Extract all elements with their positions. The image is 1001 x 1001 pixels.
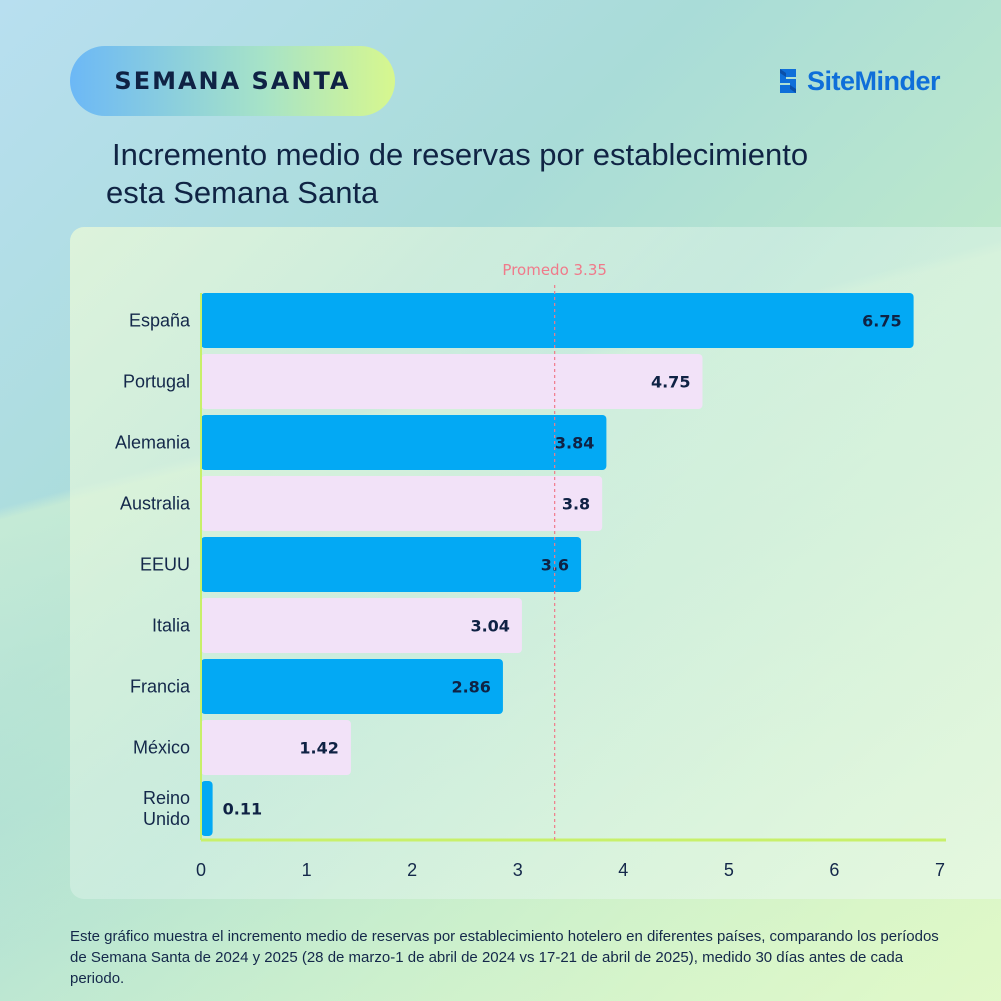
x-tick-label-5: 5	[724, 860, 734, 880]
value-label-8: 0.11	[223, 800, 262, 819]
chart-title: Incremento medio de reservas por estable…	[106, 136, 906, 212]
value-label-6: 2.86	[451, 678, 490, 697]
value-label-4: 3.6	[541, 556, 569, 575]
value-label-7: 1.42	[299, 739, 338, 758]
value-label-3: 3.8	[562, 495, 590, 514]
category-label-7: México	[133, 738, 190, 758]
x-tick-label-0: 0	[196, 860, 206, 880]
value-label-1: 4.75	[651, 373, 690, 392]
category-label-8-0: Reino	[143, 788, 190, 808]
x-tick-label-1: 1	[302, 860, 312, 880]
bar-7	[201, 720, 351, 775]
value-label-5: 3.04	[470, 617, 509, 636]
siteminder-logo-icon	[780, 69, 796, 93]
category-badge: SEMANA SANTA	[70, 46, 395, 116]
x-tick-label-7: 7	[935, 860, 945, 880]
value-label-2: 3.84	[555, 434, 594, 453]
category-label-4: EEUU	[140, 555, 190, 575]
bar-5	[201, 598, 522, 653]
bar-2	[201, 415, 607, 470]
x-tick-label-4: 4	[618, 860, 628, 880]
category-label-2: Alemania	[115, 433, 191, 453]
category-label-6: Francia	[130, 677, 191, 697]
bar-6	[201, 659, 503, 714]
category-label-5: Italia	[152, 616, 191, 636]
bar-3	[201, 476, 603, 531]
category-label-0: España	[129, 311, 191, 331]
chart-title-line-1: Incremento medio de reservas por estable…	[112, 137, 809, 172]
x-tick-label-3: 3	[513, 860, 523, 880]
bar-1	[201, 354, 703, 409]
brand-name: SiteMinder	[807, 65, 941, 96]
average-reference-label: Promedo 3.35	[502, 261, 607, 279]
brand-logo: SiteMinder	[777, 64, 941, 98]
x-tick-label-6: 6	[829, 860, 839, 880]
category-label-3: Australia	[120, 494, 191, 514]
bar-4	[201, 537, 582, 592]
value-label-0: 6.75	[862, 312, 901, 331]
bar-0	[201, 293, 914, 348]
category-badge-label: SEMANA SANTA	[114, 67, 351, 95]
category-label-1: Portugal	[123, 372, 190, 392]
category-label-8-1: Unido	[143, 809, 190, 829]
bar-8	[201, 781, 213, 836]
chart-title-line-2: esta Semana Santa	[106, 175, 379, 210]
footnote: Este gráfico muestra el incremento medio…	[70, 928, 939, 987]
x-tick-label-2: 2	[407, 860, 417, 880]
